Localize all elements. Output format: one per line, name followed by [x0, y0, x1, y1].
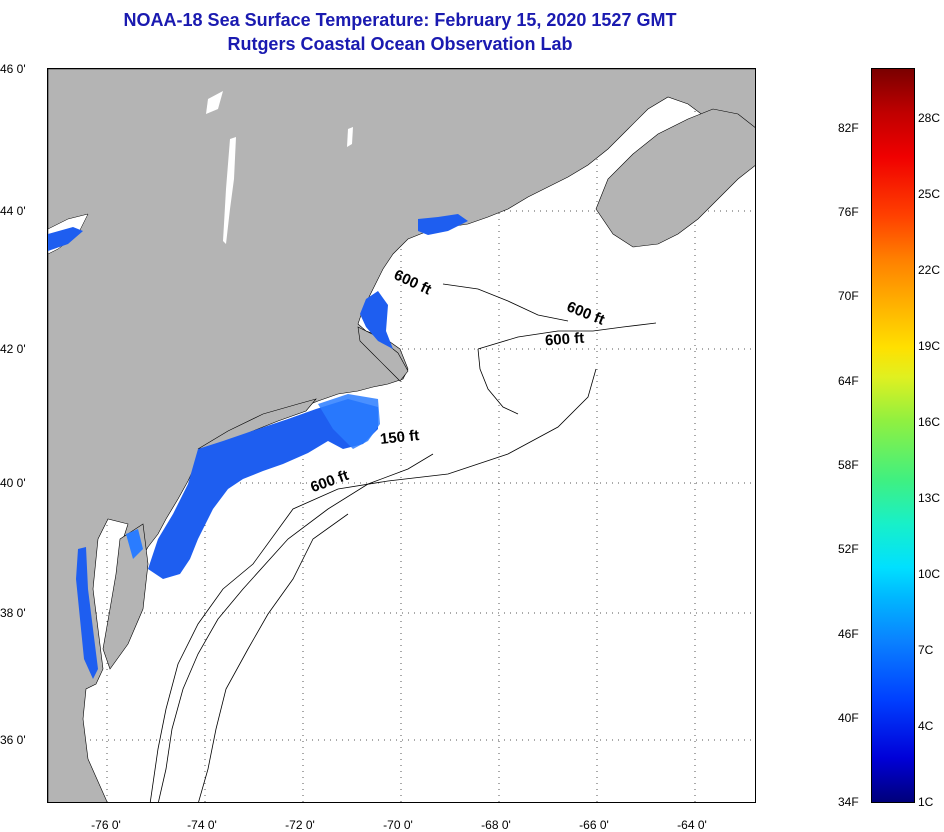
- lon-label: -72 0': [285, 818, 315, 832]
- land-mainland: [48, 69, 755, 802]
- colorbar-f-label: 76F: [838, 205, 859, 219]
- sst-chesapeake: [76, 547, 98, 679]
- lon-label: -76 0': [91, 818, 121, 832]
- lake-inland-1: [206, 91, 223, 114]
- colorbar-c-label: 19C: [918, 339, 941, 353]
- colorbar-f-label: 34F: [838, 795, 859, 809]
- colorbar-f-label: 58F: [838, 458, 859, 472]
- colorbar-f-label: 46F: [838, 627, 859, 641]
- lake-champlain: [223, 137, 236, 244]
- lat-label: 36 0': [0, 733, 26, 747]
- lake-inland-2: [347, 127, 353, 147]
- colorbar-f-label: 64F: [838, 374, 859, 388]
- contour-label-600ft: 600 ft: [544, 329, 585, 350]
- lake-ontario-cold: [48, 227, 83, 251]
- colorbar-c-label: 10C: [918, 567, 941, 581]
- colorbar-c-label: 25C: [918, 187, 941, 201]
- bathymetry-contours: [149, 283, 657, 802]
- colorbar-f-label: 70F: [838, 289, 859, 303]
- colorbar-c-label: 7C: [918, 643, 934, 657]
- lat-label: 46 0': [0, 62, 26, 76]
- lat-label: 42 0': [0, 342, 26, 356]
- lon-label: -74 0': [187, 818, 217, 832]
- colorbar-c-label: 22C: [918, 263, 941, 277]
- lon-label: -66 0': [579, 818, 609, 832]
- colorbar-c-label: 4C: [918, 719, 934, 733]
- lat-label: 38 0': [0, 606, 26, 620]
- graticule: [48, 69, 755, 802]
- sst-maine-coast: [418, 214, 468, 235]
- colorbar-c-label: 16C: [918, 415, 941, 429]
- sst-ny-bight: [318, 394, 380, 449]
- land-delmarva: [102, 523, 149, 670]
- lat-label: 40 0': [0, 476, 26, 490]
- colorbar-c-label: 28C: [918, 111, 941, 125]
- lon-label: -64 0': [677, 818, 707, 832]
- map-canvas: [48, 69, 755, 802]
- sst-delaware-bay: [126, 529, 143, 559]
- colorbar-c-label: 13C: [918, 491, 941, 505]
- map-subtitle: Rutgers Coastal Ocean Observation Lab: [227, 34, 573, 54]
- sst-mid-atlantic-bight: [148, 399, 378, 579]
- lon-label: -68 0': [481, 818, 511, 832]
- sst-map: 600 ft 600 ft 600 ft 150 ft 600 ft: [47, 68, 756, 803]
- temperature-colorbar: [871, 68, 915, 803]
- land-nova-scotia: [595, 108, 755, 248]
- colorbar-f-label: 82F: [838, 121, 859, 135]
- map-title: NOAA-18 Sea Surface Temperature: Februar…: [123, 10, 677, 30]
- colorbar-c-label: 1C: [918, 795, 934, 809]
- colorbar-f-label: 52F: [838, 542, 859, 556]
- lon-label: -70 0': [383, 818, 413, 832]
- lat-label: 44 0': [0, 204, 26, 218]
- sst-cape-cod-bay: [360, 291, 393, 349]
- colorbar-f-label: 40F: [838, 711, 859, 725]
